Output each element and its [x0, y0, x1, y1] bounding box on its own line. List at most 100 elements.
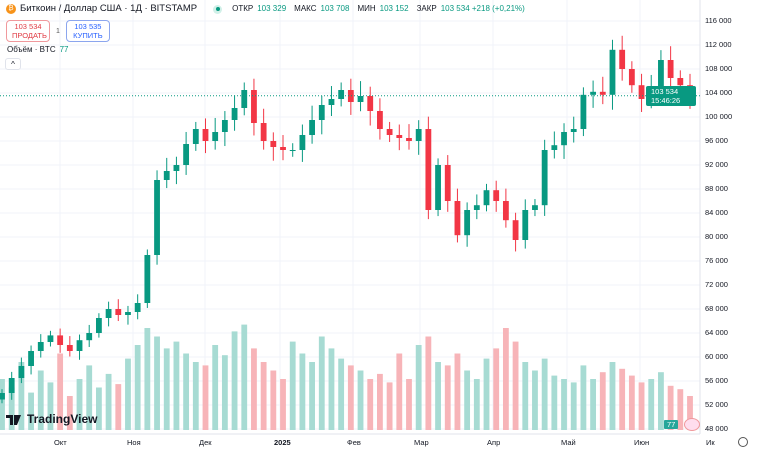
x-tick-label: Май [561, 438, 576, 447]
volume-bar [464, 370, 471, 430]
candle-body [532, 205, 538, 210]
volume-bar [260, 362, 267, 430]
candle-body [212, 132, 219, 141]
candle-body [599, 91, 606, 95]
y-tick-label: 76 000 [705, 256, 728, 265]
volume-bar [231, 331, 238, 430]
high-label: МАКС [294, 4, 317, 13]
candle-body [551, 145, 558, 150]
candle-body [95, 318, 102, 333]
volume-bar [454, 353, 461, 430]
volume-legend[interactable]: Объём · BTC 77 [7, 45, 69, 55]
candle-body [444, 165, 451, 201]
chevron-up-icon: ^ [11, 59, 15, 69]
candle-body [677, 78, 684, 86]
x-tick-label: Фев [347, 438, 361, 447]
candle-body [299, 135, 306, 150]
market-status-icon[interactable] [213, 4, 223, 14]
candle-body [270, 141, 277, 147]
volume-bar [377, 373, 383, 430]
us-flag-event-icon[interactable] [684, 418, 700, 431]
candle-body [347, 90, 354, 102]
volume-bar [270, 370, 277, 430]
y-tick-label: 64 000 [705, 328, 728, 337]
volume-bar [338, 358, 345, 430]
x-tick-label: Мар [414, 438, 429, 447]
candle-body [473, 205, 480, 210]
candle-body [570, 129, 577, 132]
y-tick-label: 60 000 [705, 352, 728, 361]
candle-body [561, 132, 567, 146]
candle-body [357, 96, 364, 102]
volume-bar [0, 379, 5, 430]
candle-body [318, 105, 325, 120]
sell-label: ПРОДАТЬ [12, 31, 47, 40]
volume-bar [425, 336, 432, 430]
candle-body [57, 335, 64, 345]
x-tick-label: Окт [54, 438, 67, 447]
volume-bar [37, 370, 44, 430]
candle-body [425, 129, 432, 210]
volume-bar [502, 328, 509, 430]
tradingview-logo-icon [6, 414, 21, 425]
volume-bar [183, 353, 190, 430]
volume-bar [512, 341, 519, 430]
volume-bar [299, 353, 306, 430]
volume-bar [570, 382, 577, 430]
volume-bar [658, 372, 664, 430]
open-label: ОТКР [232, 4, 254, 13]
low-value: 103 152 [379, 4, 409, 13]
bitcoin-icon: ₿ [6, 4, 16, 14]
volume-bar [590, 379, 597, 430]
buy-button[interactable]: 103 535 КУПИТЬ [65, 20, 110, 42]
volume-bar [28, 392, 34, 430]
candle-body [241, 90, 248, 108]
x-tick-label: 2025 [274, 438, 291, 447]
volume-bar [367, 379, 374, 430]
volume-bar [57, 353, 64, 430]
candle-body [163, 171, 170, 180]
candle-body [619, 49, 626, 69]
volume-bar [66, 396, 73, 430]
candle-body [115, 309, 122, 315]
candle-body [154, 180, 160, 255]
candle-body [493, 190, 500, 201]
volume-bar [599, 372, 606, 430]
candle-body [628, 69, 635, 86]
volume-bar [173, 341, 180, 430]
volume-bar [309, 362, 315, 430]
sell-price: 103 534 [14, 22, 42, 31]
quantity[interactable]: 1 [56, 27, 60, 35]
candle-body [289, 150, 296, 151]
candle-body [221, 120, 228, 132]
volume-bar [280, 379, 286, 430]
settings-gear-icon[interactable] [738, 437, 748, 447]
chart-header: ₿ Биткоин / Доллар США · 1Д · BITSTAMP О… [6, 4, 529, 14]
candle-body [231, 108, 238, 120]
volume-bar [251, 348, 257, 430]
candle-body [512, 220, 519, 240]
candle-body [8, 378, 15, 393]
volume-bar [396, 353, 403, 430]
logo-text: TradingView [27, 412, 98, 426]
y-tick-label: 72 000 [705, 280, 728, 289]
y-tick-label: 52 000 [705, 400, 728, 409]
tradingview-logo[interactable]: TradingView [6, 413, 97, 426]
volume-bar [212, 345, 219, 430]
sell-button[interactable]: 103 534 ПРОДАТЬ [6, 20, 50, 42]
candle-body [86, 333, 93, 341]
candle-body [251, 90, 257, 123]
volume-bar [551, 375, 558, 430]
volume-bar [522, 362, 529, 430]
volume-bar [638, 382, 645, 430]
candle-body [609, 49, 616, 95]
collapse-button[interactable]: ^ [5, 58, 21, 70]
volume-bar [415, 345, 422, 430]
volume-bar [95, 387, 102, 430]
close-value: 103 534 +218 (+0,21%) [440, 4, 525, 13]
volume-bar [18, 362, 25, 430]
volume-bar [47, 382, 54, 430]
symbol-title[interactable]: Биткоин / Доллар США · 1Д · BITSTAMP [20, 3, 198, 14]
candle-body [18, 366, 25, 378]
